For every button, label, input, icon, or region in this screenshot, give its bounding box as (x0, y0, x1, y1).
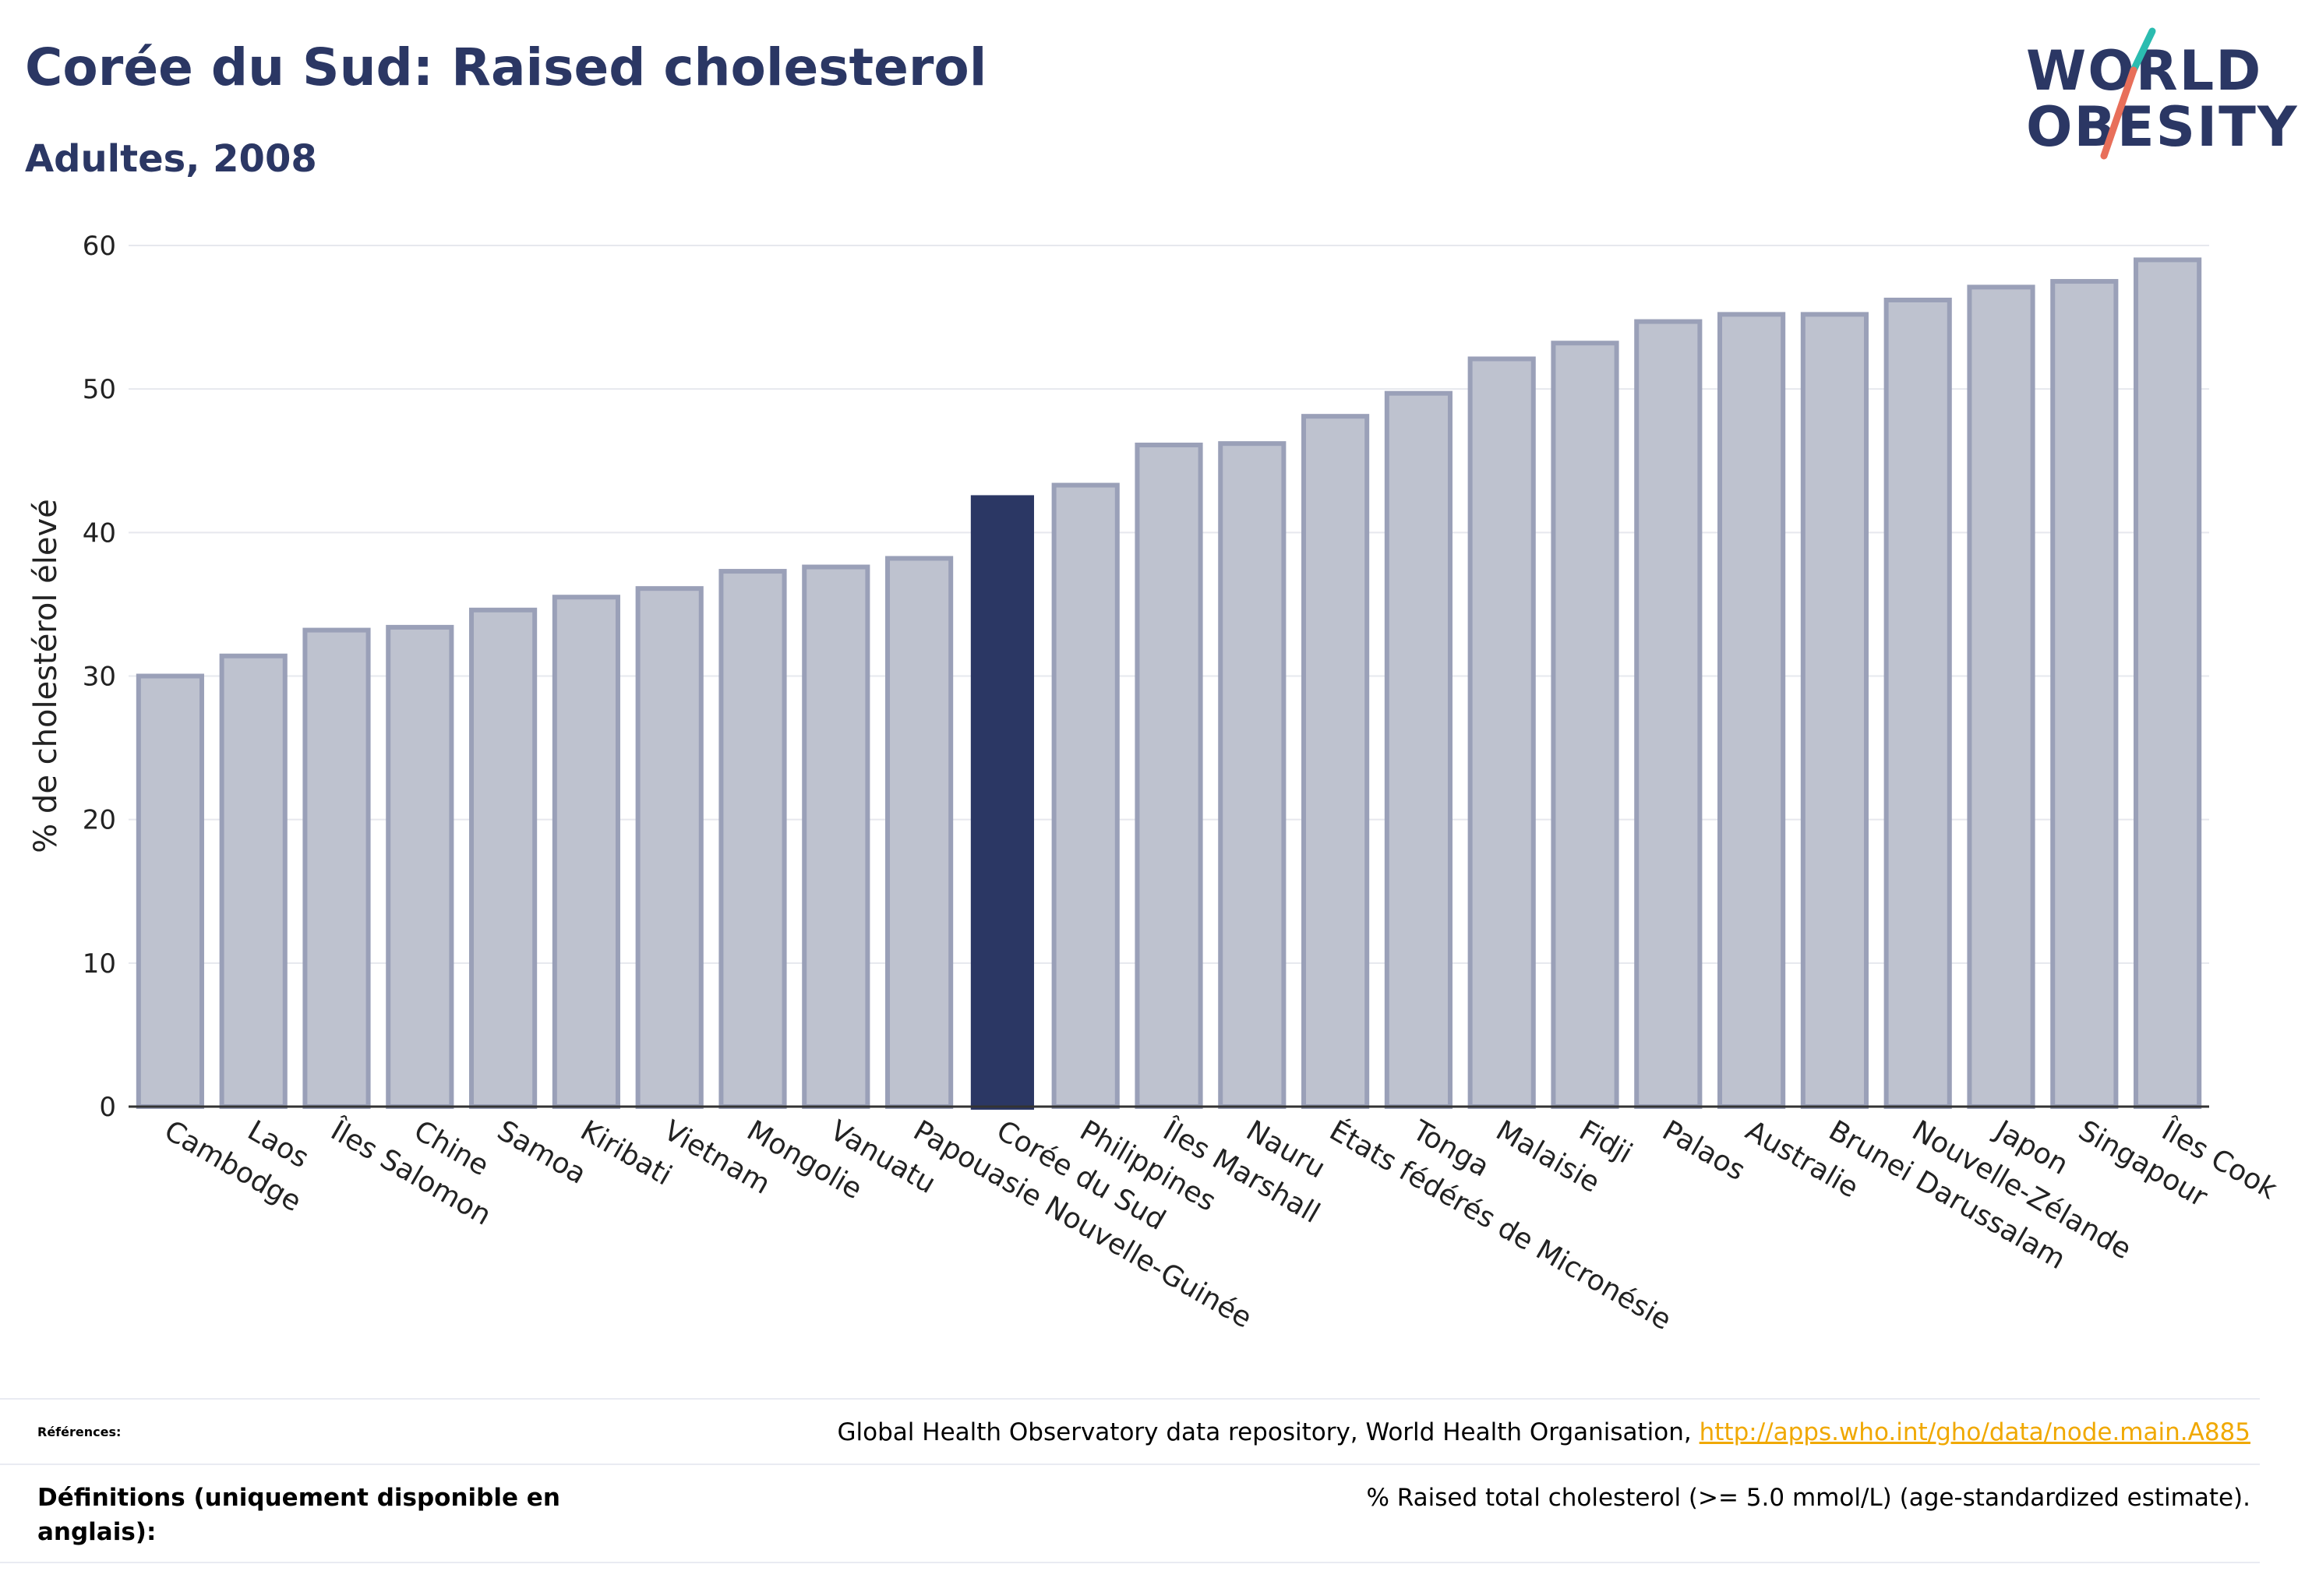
y-axis-label: % de cholestérol élevé (28, 499, 64, 853)
bar (2050, 279, 2119, 1110)
x-tick-label: Kiribati (575, 1114, 677, 1192)
references-text: Global Health Observatory data repositor… (837, 1418, 1700, 1446)
bar (2134, 257, 2202, 1110)
y-tick-label: 60 (83, 231, 116, 262)
y-tick-label: 40 (83, 517, 116, 549)
bar-highlight (970, 495, 1034, 1110)
bar (1800, 312, 1869, 1109)
definitions-label: Définitions (uniquement disponible en an… (37, 1484, 560, 1546)
bar (1135, 442, 1203, 1109)
bar (1551, 341, 1619, 1109)
chart-subtitle: Adultes, 2008 (25, 137, 317, 181)
bar (1883, 297, 1952, 1110)
y-tick-label: 10 (83, 948, 116, 980)
bar (1467, 356, 1536, 1110)
bar (1717, 312, 1786, 1109)
x-tick-label: Palaos (1657, 1114, 1750, 1187)
bar (885, 556, 954, 1109)
y-tick-label: 30 (83, 662, 116, 693)
bar (302, 627, 371, 1109)
bar (469, 607, 538, 1109)
chart-title: Corée du Sud: Raised cholesterol (25, 37, 987, 97)
bar (136, 673, 204, 1109)
logo-slash-icon (2100, 27, 2156, 160)
bar (552, 595, 620, 1109)
logo-line-2: OBESITY (2026, 95, 2299, 159)
references-label: Références: (37, 1425, 122, 1439)
bar (1967, 284, 2035, 1109)
bar (718, 569, 787, 1109)
x-tick-label: Samoa (492, 1114, 591, 1191)
bar (1634, 319, 1703, 1109)
bar (1384, 390, 1453, 1110)
bar (802, 564, 870, 1109)
footer-definitions-row: Définitions (uniquement disponible en an… (0, 1464, 2260, 1563)
bar (1218, 441, 1287, 1109)
bar (1051, 482, 1120, 1109)
definitions-value: % Raised total cholesterol (>= 5.0 mmol/… (1366, 1484, 2250, 1512)
y-tick-label: 50 (83, 374, 116, 405)
footer-references-row: Références: Global Health Observatory da… (0, 1398, 2260, 1465)
bar (1301, 414, 1370, 1109)
bar (635, 586, 704, 1109)
bar (219, 653, 288, 1109)
references-value: Global Health Observatory data repositor… (838, 1415, 2250, 1449)
world-obesity-logo: WORLD OBESITY (2026, 23, 2297, 164)
references-link[interactable]: http://apps.who.int/gho/data/node.main.A… (1699, 1418, 2250, 1446)
y-tick-label: 20 (83, 805, 116, 836)
bar (386, 624, 454, 1109)
y-tick-label: 0 (99, 1092, 116, 1123)
